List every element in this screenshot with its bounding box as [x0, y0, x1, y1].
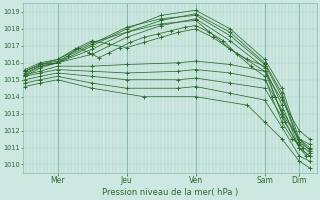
X-axis label: Pression niveau de la mer( hPa ): Pression niveau de la mer( hPa )	[102, 188, 238, 197]
